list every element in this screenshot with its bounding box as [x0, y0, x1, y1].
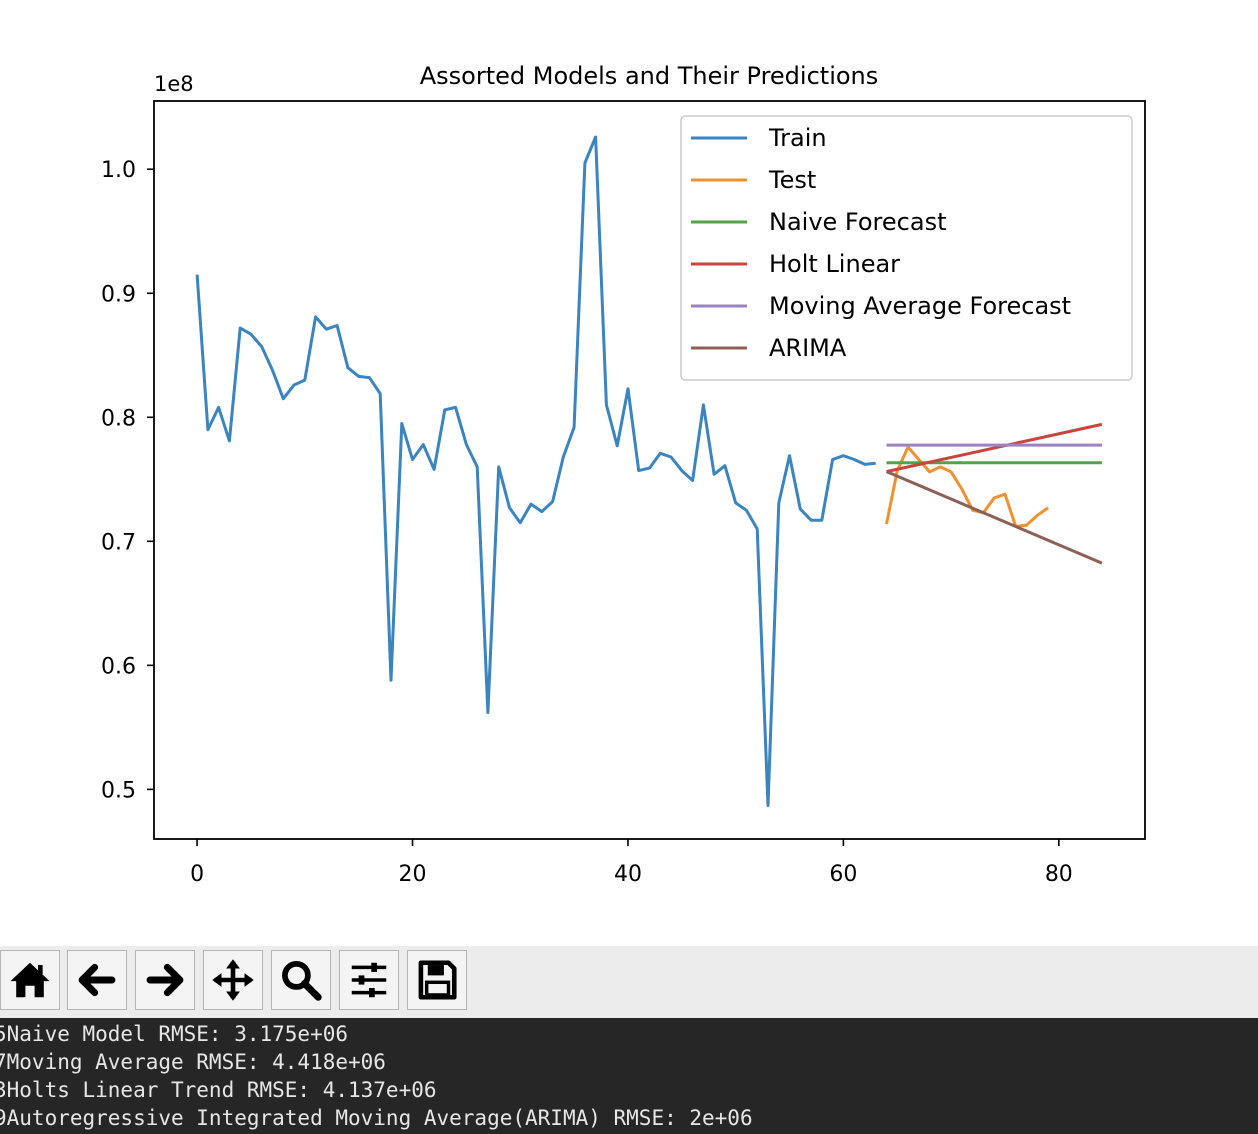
back-arrow-icon	[78, 963, 116, 997]
console-line: 9Autoregressive Integrated Moving Averag…	[0, 1106, 753, 1130]
console-line: 5Naive Model RMSE: 3.175e+06	[0, 1022, 349, 1046]
y-tick-label: 1.0	[101, 158, 136, 183]
x-tick-label: 80	[1045, 862, 1073, 887]
plot-area: 0 20 40 60 80 0.5 0.6 0.7 0.8 0.9 1.0 Assorted Mod…	[101, 62, 1146, 887]
chart: 0 20 40 60 80 0.5 0.6 0.7 0.8 0.9 1.0 Assorted Mod…	[101, 62, 1146, 887]
save-button[interactable]	[407, 950, 467, 1010]
series-line-train	[195, 135, 876, 807]
series-line-arima	[885, 470, 1103, 565]
pan-button[interactable]	[203, 950, 263, 1010]
zoom-icon	[282, 961, 322, 1001]
y-tick-label: 0.8	[101, 406, 136, 431]
offset-text: 1e8	[154, 72, 194, 96]
x-tick-label: 20	[399, 862, 427, 887]
forward-button[interactable]	[135, 950, 195, 1010]
forward-arrow-icon	[146, 963, 184, 997]
configure-subplots-icon	[351, 962, 387, 998]
home-button[interactable]	[0, 950, 60, 1010]
x-tick-label: 0	[190, 862, 204, 887]
x-tick-label: 40	[614, 862, 642, 887]
back-button[interactable]	[67, 950, 127, 1010]
home-icon	[10, 962, 50, 998]
console-line: 3Holts Linear Trend RMSE: 4.137e+06	[0, 1078, 437, 1102]
console-output: 5Naive Model RMSE: 3.175e+06 7Moving Ave…	[0, 1018, 1258, 1134]
pan-icon	[212, 959, 254, 1001]
x-tick-label: 60	[829, 862, 857, 887]
y-tick-label: 0.7	[101, 530, 136, 555]
legend: Train Test Naive Forecast Holt Linear Moving…	[680, 115, 1133, 381]
chart-title: Assorted Models and Their Predictions	[420, 62, 879, 90]
y-tick-label: 0.6	[101, 654, 136, 679]
y-tick-label: 0.9	[101, 282, 136, 307]
zoom-button[interactable]	[271, 950, 331, 1010]
series-line-test	[885, 445, 1049, 528]
series-line-holt-linear	[886, 422, 1103, 474]
navigation-toolbar	[0, 946, 1258, 1018]
legend-label-holt-linear: Holt Linear	[769, 250, 900, 278]
legend-box	[680, 115, 1133, 381]
save-icon	[418, 960, 457, 1000]
console-line: 7Moving Average RMSE: 4.418e+06	[0, 1050, 386, 1074]
legend-label-test: Test	[768, 166, 816, 194]
legend-label-train: Train	[768, 124, 827, 152]
legend-label-moving-average-forecast: Moving Average Forecast	[769, 292, 1071, 320]
y-tick-label: 0.5	[101, 778, 136, 803]
legend-label-arima: ARIMA	[769, 334, 847, 362]
legend-label-naive-forecast: Naive Forecast	[769, 208, 946, 236]
configure-subplots-button[interactable]	[339, 950, 399, 1010]
